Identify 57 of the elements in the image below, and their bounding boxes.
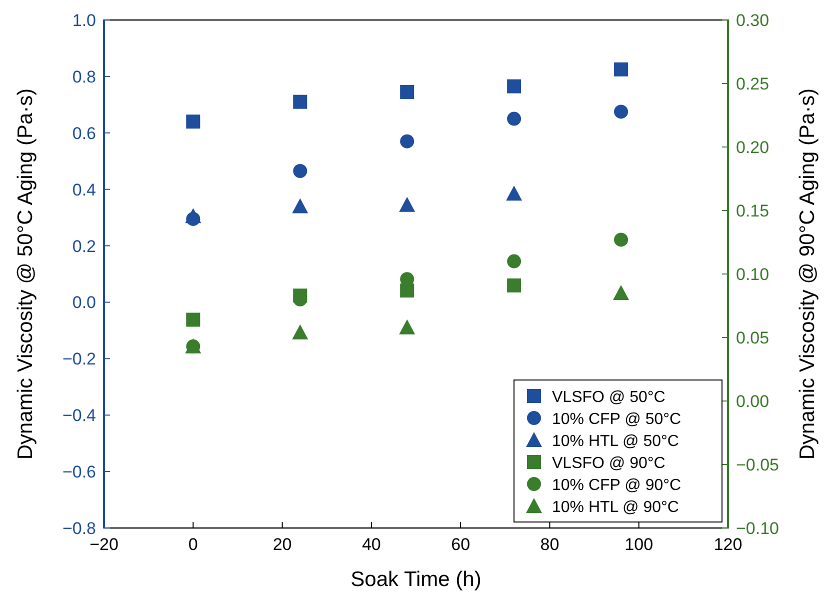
point [399, 319, 416, 334]
y-tick-label: 0.2 [72, 236, 96, 256]
point [614, 232, 628, 247]
y-tick-label: −0.2 [62, 350, 96, 369]
y-tick-label: −0.6 [62, 462, 96, 482]
point [292, 198, 308, 214]
point [185, 208, 202, 224]
legend-label: 10% HTL @ 50°C [552, 433, 679, 450]
y-tick-label: −0.4 [62, 406, 96, 426]
y2-tick-label: 0.25 [736, 74, 770, 94]
point [507, 278, 522, 292]
point [507, 254, 522, 268]
y-tick-label: −0.8 [62, 519, 96, 538]
point [186, 114, 200, 129]
point [186, 312, 200, 327]
y-tick-label: 0.6 [72, 124, 96, 143]
y2-tick-label: 0.30 [736, 11, 770, 30]
x-tick-label: 60 [451, 535, 470, 554]
point [507, 79, 522, 94]
x-axis-title: Soak Time (h) [350, 568, 482, 591]
point [399, 196, 416, 212]
x-tick-label: 120 [714, 535, 742, 554]
point [506, 186, 522, 201]
x-tick-label: 40 [362, 535, 381, 554]
y-axis-title: Dynamic Viscosity @ 50°C Aging (Pa·s) [14, 88, 37, 460]
point [400, 284, 414, 298]
point [292, 324, 308, 340]
point [293, 94, 308, 109]
y2-tick-label: 0.05 [736, 328, 770, 348]
y-tick-label: 0.4 [72, 180, 96, 200]
y2-tick-label: 0.15 [736, 202, 770, 220]
legend-label: 10% HTL @ 90°C [552, 499, 679, 516]
point [293, 164, 308, 178]
x-tick-label: 0 [188, 535, 198, 554]
y-tick-label: 1.0 [72, 11, 96, 30]
x-tick-label: 100 [624, 535, 654, 554]
y2-tick-label: 0.10 [736, 265, 770, 284]
legend-label: 10% CFP @ 90°C [552, 477, 682, 494]
point [400, 84, 414, 99]
legend-label: VLSFO @ 50°C [552, 389, 666, 406]
legend-label: 10% CFP @ 50°C [552, 411, 682, 428]
point [614, 62, 628, 76]
y2-axis-title: Dynamic Viscosity @ 90°C Aging (Pa·s) [796, 88, 819, 460]
legend-label: VLSFO @ 90°C [552, 455, 666, 472]
y-tick-label: 0.8 [72, 67, 96, 86]
y-tick-label: 0.0 [72, 293, 96, 312]
y2-tick-label: 0.00 [736, 392, 770, 411]
point [613, 285, 630, 300]
y2-tick-label: 0.20 [736, 138, 770, 157]
x-tick-label: 80 [540, 535, 560, 554]
point [614, 104, 628, 119]
x-tick-label: 20 [272, 535, 292, 554]
x-tick-label: −20 [90, 535, 118, 554]
y2-tick-label: −0.10 [736, 519, 780, 538]
point [507, 112, 522, 126]
y2-tick-label: −0.05 [736, 456, 780, 474]
point [400, 134, 414, 148]
